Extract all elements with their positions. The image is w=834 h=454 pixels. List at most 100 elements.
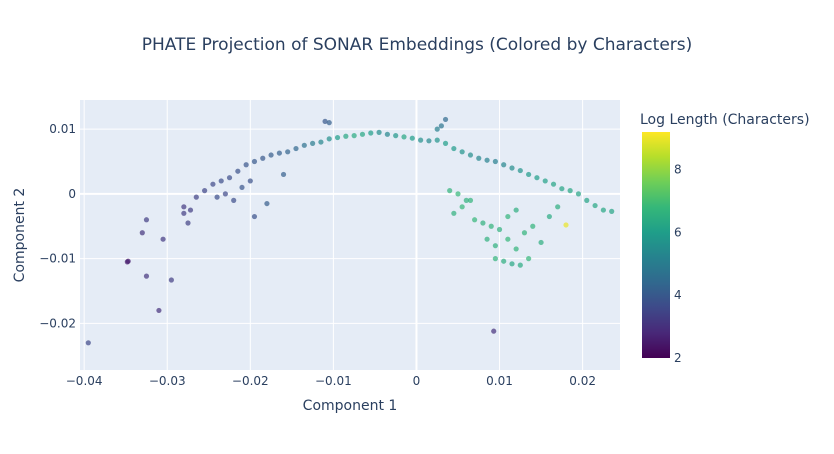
scatter-point	[501, 258, 507, 264]
scatter-point	[484, 157, 490, 163]
scatter-point	[351, 133, 357, 139]
scatter-point	[85, 340, 91, 346]
scatter-point	[181, 204, 187, 210]
scatter-point	[401, 134, 407, 140]
scatter-point	[226, 175, 233, 181]
scatter-point	[185, 220, 191, 226]
scatter-point	[505, 236, 511, 242]
colorbar-tick-label: 6	[674, 225, 682, 239]
scatter-point	[442, 116, 449, 123]
x-tick-label: −0.03	[149, 374, 186, 388]
scatter-point	[513, 207, 519, 213]
scatter-point	[434, 126, 440, 132]
scatter-point	[368, 130, 374, 136]
scatter-point	[193, 194, 199, 200]
scatter-point	[459, 204, 465, 210]
scatter-point	[343, 133, 349, 139]
scatter-point	[322, 118, 328, 124]
scatter-point	[600, 207, 606, 213]
scatter-point	[459, 149, 465, 155]
scatter-point	[542, 178, 548, 184]
scatter-point	[280, 171, 287, 178]
scatter-point	[451, 210, 457, 216]
scatter-point	[491, 328, 497, 334]
scatter-point	[293, 145, 299, 152]
scatter-point	[455, 191, 461, 197]
scatter-point	[251, 213, 258, 220]
x-tick-label: −0.01	[315, 374, 352, 388]
scatter-point	[480, 220, 486, 226]
scatter-point	[438, 123, 444, 129]
scatter-point	[376, 129, 382, 135]
scatter-point	[476, 155, 482, 161]
scatter-point	[530, 223, 536, 229]
scatter-point	[517, 167, 523, 174]
scatter-point	[538, 239, 544, 246]
plot-background	[80, 100, 620, 370]
scatter-point	[447, 188, 453, 194]
scatter-point	[318, 139, 324, 145]
scatter-point	[488, 223, 494, 229]
y-tick-label: −0.01	[39, 252, 76, 266]
scatter-point	[521, 230, 528, 236]
scatter-point	[247, 178, 253, 184]
scatter-point	[409, 135, 415, 141]
scatter-point	[467, 152, 474, 158]
scatter-point	[526, 256, 532, 262]
y-tick-label: 0.01	[49, 122, 76, 136]
scatter-point	[160, 236, 166, 242]
scatter-point	[434, 137, 440, 143]
colorbar-title: Log Length (Characters)	[640, 112, 810, 128]
y-axis-title: Component 2	[12, 188, 28, 283]
scatter-point	[218, 178, 224, 184]
y-axis-ticks: −0.02 −0.01 0 0.01	[39, 122, 76, 330]
x-axis-title: Component 1	[303, 398, 398, 414]
y-tick-label: 0	[68, 187, 76, 201]
scatter-point	[285, 149, 291, 155]
grid-lines	[80, 100, 620, 370]
colorbar-tick-label: 8	[674, 163, 682, 177]
scatter-point	[442, 140, 449, 146]
scatter-point	[187, 207, 194, 213]
scatter-point	[546, 213, 552, 220]
scatter-points	[85, 116, 615, 346]
scatter-point	[505, 213, 511, 220]
scatter-point	[326, 120, 332, 126]
scatter-point	[210, 181, 216, 187]
scatter-point	[509, 165, 515, 171]
scatter-point	[492, 158, 498, 165]
scatter-point	[472, 217, 478, 223]
scatter-point	[268, 152, 274, 158]
scatter-point	[239, 184, 245, 191]
scatter-point	[426, 138, 432, 144]
scatter-point	[334, 134, 341, 141]
scatter-point	[222, 191, 228, 197]
scatter-point	[359, 131, 366, 137]
scatter-point	[517, 262, 523, 268]
scatter-point	[214, 194, 220, 200]
scatter-point	[143, 217, 150, 223]
scatter-point	[310, 140, 316, 146]
scatter-point	[534, 175, 540, 181]
scatter-point	[584, 197, 590, 203]
scatter-point	[492, 256, 498, 262]
x-tick-label: −0.02	[232, 374, 269, 388]
scatter-point	[559, 186, 565, 192]
x-tick-label: 0.02	[569, 374, 596, 388]
scatter-point	[567, 188, 573, 194]
scatter-point	[563, 222, 569, 228]
x-tick-label: −0.04	[66, 374, 103, 388]
x-axis-ticks: −0.04 −0.03 −0.02 −0.01 0 0.01 0.02	[66, 374, 596, 388]
scatter-point	[592, 202, 598, 209]
chart-title: PHATE Projection of SONAR Embeddings (Co…	[142, 35, 693, 55]
scatter-point	[555, 204, 561, 210]
scatter-point	[139, 230, 145, 236]
y-tick-label: −0.02	[39, 316, 76, 330]
scatter-point	[181, 210, 187, 216]
scatter-point	[243, 162, 249, 168]
colorbar-tick-label: 4	[674, 288, 682, 302]
scatter-point	[496, 226, 503, 233]
scatter-point	[326, 136, 332, 142]
